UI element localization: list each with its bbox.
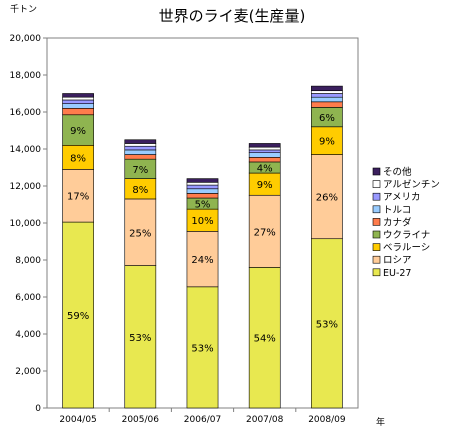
legend-item-label: EU-27 [383, 268, 411, 279]
data-label: 59% [67, 311, 89, 322]
legend-swatch [372, 243, 381, 251]
bar-segment [124, 149, 157, 155]
data-label: 10% [191, 216, 213, 227]
data-label: 53% [191, 343, 213, 354]
x-tick-label: 2007/08 [246, 415, 284, 425]
bar-segment [124, 139, 157, 144]
legend-swatch [372, 230, 381, 239]
data-label: 8% [70, 153, 86, 164]
bar-segment [311, 93, 343, 98]
plot-area: 0 2,000 4,000 6,000 8,000 10,000 12,000 14,000 1… [10, 34, 359, 425]
data-label: 26% [316, 193, 338, 204]
x-tick-label: 2006/07 [184, 415, 221, 425]
y-tick-label: 12,000 [10, 182, 42, 192]
bar-segment [62, 221, 94, 409]
bar-segment [248, 157, 281, 163]
data-label: 9% [257, 180, 273, 191]
y-tick-label: 20,000 [10, 34, 42, 44]
bar-segment [248, 194, 281, 268]
data-label: 54% [254, 334, 276, 345]
data-label: 53% [129, 333, 151, 344]
legend-swatch [372, 205, 381, 214]
legend-item-label: ベラルーシ [383, 243, 430, 254]
y-tick-label: 4,000 [15, 330, 41, 340]
data-label: 5% [195, 200, 211, 211]
bar-segment [311, 238, 343, 409]
data-label: 24% [191, 255, 213, 266]
bar-segment [186, 231, 219, 288]
data-label: 9% [319, 137, 335, 148]
bar-segment [248, 267, 281, 409]
legend-swatch [372, 255, 381, 264]
chart-title: 世界のライ麦(生産量) [159, 7, 306, 25]
y-tick-label: 6,000 [15, 293, 41, 303]
bar-segment [124, 198, 157, 266]
bar-segment [62, 96, 94, 101]
bar-segment [124, 265, 157, 409]
bar-segment [62, 114, 94, 146]
bar-segment [248, 146, 281, 151]
y-tick-label: 2,000 [15, 367, 41, 377]
x-tick-label: 2004/05 [59, 415, 96, 425]
y-tick-label: 10,000 [10, 219, 42, 229]
legend-item-label: ロシア [383, 255, 412, 266]
y-tick-label: 14,000 [10, 145, 42, 155]
x-tick-label: 2005/06 [122, 415, 160, 425]
data-label: 8% [132, 185, 148, 196]
legend-item-label: アルゼンチン [383, 179, 440, 191]
bar-segment [62, 99, 94, 104]
bar-segment [124, 143, 157, 147]
bar-segment [248, 149, 281, 154]
data-label: 27% [254, 227, 276, 238]
bar-segment [62, 108, 94, 116]
data-label: 17% [67, 192, 89, 203]
bar-segment [311, 96, 343, 103]
y-tick-label: 0 [35, 404, 41, 414]
bar-segment [186, 286, 219, 409]
legend-item-label: その他 [383, 166, 412, 178]
y-axis-unit-label: 千トン [10, 4, 37, 15]
bar-segment [62, 93, 94, 98]
bar-segment [62, 169, 94, 223]
legend-item-label: アメリカ [383, 192, 421, 203]
legend-swatch [372, 180, 381, 188]
bar-segment [311, 101, 343, 108]
data-label: 7% [132, 165, 148, 176]
bar-segment [186, 184, 219, 190]
bar-segment [248, 143, 281, 148]
legend-item-label: トルコ [383, 205, 411, 216]
x-tick-label: 2008/09 [308, 415, 346, 425]
bar-segment [311, 85, 343, 92]
legend-swatch [372, 268, 381, 277]
bar-segment [62, 145, 94, 170]
legend-item-label: カナダ [383, 216, 412, 228]
data-label: 25% [129, 228, 151, 239]
bar-segment [186, 178, 219, 183]
bar-segment [248, 152, 281, 158]
data-label: 4% [257, 164, 273, 175]
bar-segment [311, 126, 343, 155]
bar-segment [124, 154, 157, 160]
x-axis-unit-label: 年 [376, 416, 385, 428]
bar-segment [311, 154, 343, 240]
data-label: 6% [319, 113, 335, 124]
bar-segment [186, 193, 219, 199]
bar-segment [124, 145, 157, 151]
bar-segment [311, 90, 343, 94]
y-tick-label: 16,000 [10, 108, 42, 118]
legend-swatch [372, 167, 381, 176]
data-label: 53% [316, 319, 338, 330]
legend-item-label: ウクライナ [383, 230, 430, 241]
data-label: 9% [70, 126, 86, 137]
bar-segment [186, 182, 219, 186]
bar-segment [186, 188, 219, 194]
y-tick-label: 8,000 [15, 256, 41, 266]
y-tick-label: 18,000 [10, 71, 42, 81]
bar-segment [62, 103, 94, 109]
legend-swatch [372, 218, 381, 226]
legend-swatch [372, 192, 381, 201]
